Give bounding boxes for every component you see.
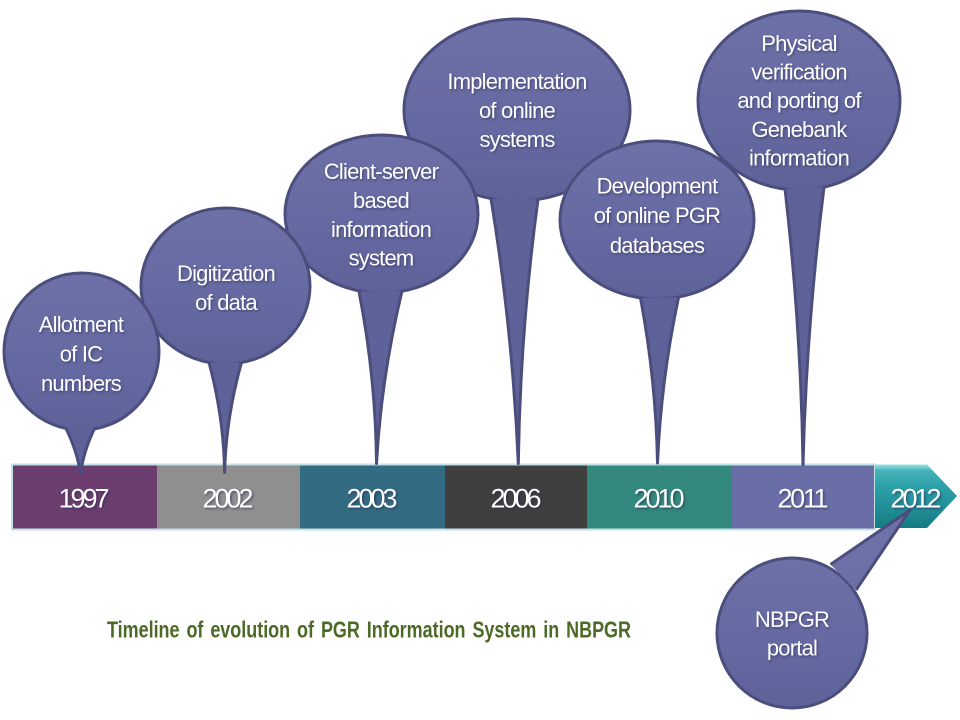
- svg-text:information: information: [749, 146, 849, 171]
- svg-text:Timeline of evolution of PGR I: Timeline of evolution of PGR Information…: [107, 617, 631, 643]
- svg-text:Genebank: Genebank: [751, 117, 848, 142]
- svg-text:based: based: [353, 188, 409, 213]
- svg-text:1997: 1997: [59, 484, 110, 514]
- svg-text:of data: of data: [195, 290, 258, 315]
- svg-text:2002: 2002: [203, 484, 254, 514]
- svg-text:Physical: Physical: [761, 31, 837, 56]
- svg-text:2010: 2010: [634, 484, 685, 514]
- svg-text:2012: 2012: [891, 484, 942, 514]
- svg-text:verification: verification: [751, 60, 847, 85]
- svg-text:of IC: of IC: [60, 342, 103, 367]
- svg-text:NBPGR: NBPGR: [755, 607, 829, 632]
- svg-text:of online PGR: of online PGR: [594, 203, 721, 228]
- svg-text:systems: systems: [479, 127, 555, 152]
- svg-text:system: system: [349, 246, 414, 271]
- svg-text:portal: portal: [767, 636, 817, 661]
- svg-text:Allotment: Allotment: [39, 312, 124, 337]
- svg-text:databases: databases: [610, 233, 705, 258]
- svg-text:Digitization: Digitization: [177, 261, 275, 286]
- svg-text:2006: 2006: [491, 484, 542, 514]
- svg-text:numbers: numbers: [41, 371, 122, 396]
- svg-text:2003: 2003: [347, 484, 398, 514]
- svg-text:Implementation: Implementation: [447, 69, 586, 94]
- svg-text:Development: Development: [597, 174, 719, 199]
- svg-text:2011: 2011: [778, 484, 829, 514]
- svg-text:of online: of online: [479, 98, 556, 123]
- svg-text:and porting of: and porting of: [737, 88, 862, 113]
- svg-text:Client-server: Client-server: [324, 159, 439, 184]
- svg-text:information: information: [331, 217, 431, 242]
